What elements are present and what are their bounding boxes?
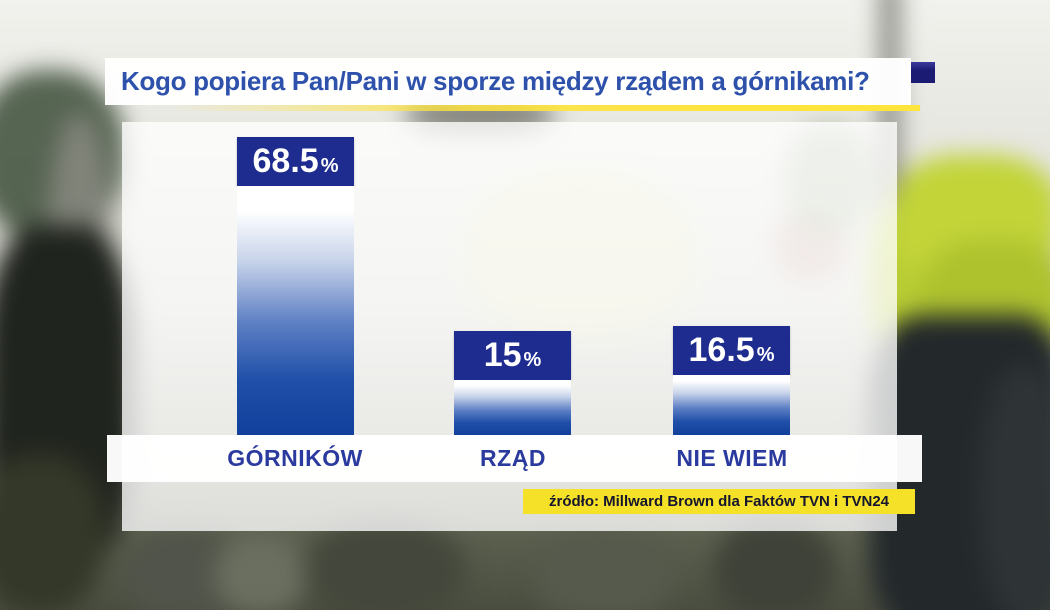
bar-value-box: 16.5% <box>673 326 790 375</box>
category-label-rzad: RZĄD <box>480 445 546 471</box>
yellow-underline <box>170 105 920 111</box>
source-bar: źródło: Millward Brown dla Faktów TVN i … <box>523 489 915 514</box>
category-strip: GÓRNIKÓW RZĄD NIE WIEM <box>107 435 922 482</box>
bar-body <box>673 375 790 435</box>
title-bar: Kogo popiera Pan/Pani w sporze między rz… <box>105 58 911 105</box>
bar-nie-wiem: 16.5% <box>673 326 790 435</box>
category-label-gornikow: GÓRNIKÓW <box>227 445 363 471</box>
bg-blob <box>535 530 675 610</box>
bar-value: 15 <box>483 336 522 374</box>
page-title: Kogo popiera Pan/Pani w sporze między rz… <box>121 66 870 96</box>
bar-value-box: 15 % <box>454 331 571 380</box>
percent-sign: % <box>756 344 775 366</box>
bg-blob <box>980 365 1050 610</box>
bar-body <box>454 380 571 435</box>
bar-value-box: 68.5% <box>237 137 354 186</box>
bar-rzad: 15 % <box>454 331 571 435</box>
source-text: źródło: Millward Brown dla Faktów TVN i … <box>548 493 890 510</box>
percent-sign: % <box>320 155 339 177</box>
bg-blob <box>305 520 465 610</box>
navy-square-icon <box>911 62 935 83</box>
bg-blob <box>0 455 105 610</box>
bar-gornikow: 68.5% <box>237 137 354 435</box>
bar-value: 16.5 <box>688 331 755 369</box>
bar-body <box>237 186 354 435</box>
bg-blob <box>215 535 305 610</box>
category-label-nie-wiem: NIE WIEM <box>676 445 788 471</box>
percent-sign: % <box>523 349 542 371</box>
bg-blob <box>715 520 835 610</box>
bar-value: 68.5 <box>252 142 319 180</box>
